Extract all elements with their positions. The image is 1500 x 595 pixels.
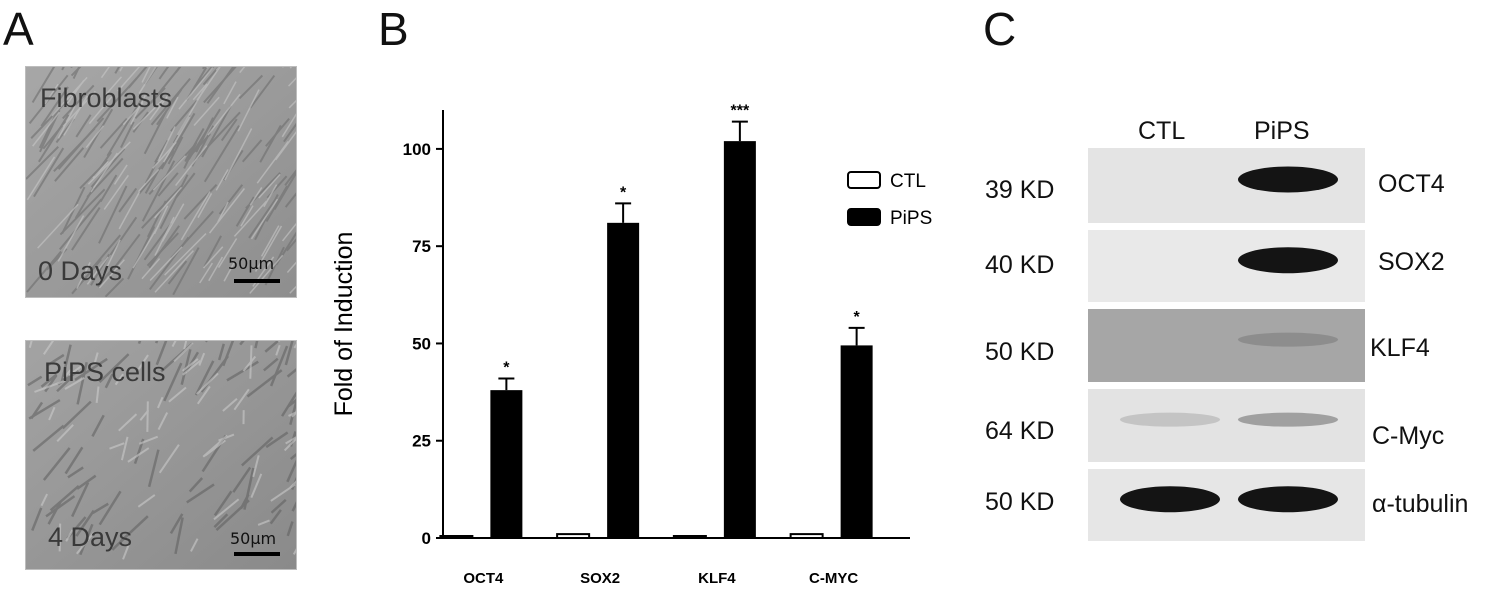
bar-ctl <box>674 536 706 538</box>
protein-band <box>1238 333 1338 347</box>
molecular-weight-label: 64 KD <box>985 417 1054 446</box>
blot-strip <box>1088 148 1365 223</box>
protein-band <box>1120 413 1220 427</box>
protein-label: KLF4 <box>1370 334 1430 363</box>
blot-strip <box>1088 230 1365 302</box>
protein-band <box>1238 486 1338 512</box>
blot-strip <box>1088 389 1365 462</box>
x-tick-label: OCT4 <box>463 570 504 587</box>
column-header-ctl: CTL <box>1138 117 1185 146</box>
scale-bar <box>234 552 280 556</box>
protein-band <box>1238 413 1338 427</box>
y-tick-label: 100 <box>403 140 431 159</box>
y-tick-label: 75 <box>412 237 431 256</box>
y-tick-label: 0 <box>422 529 431 548</box>
protein-label: SOX2 <box>1378 248 1445 277</box>
legend-label: PiPS <box>890 208 932 229</box>
molecular-weight-label: 39 KD <box>985 176 1054 205</box>
panel-letter-b: B <box>378 2 409 56</box>
bar-ctl <box>791 534 823 538</box>
micrograph-fibroblasts: Fibroblasts 0 Days 50μm <box>25 66 297 298</box>
molecular-weight-label: 50 KD <box>985 338 1054 367</box>
bar-pips <box>841 345 873 538</box>
legend-label: CTL <box>890 171 926 192</box>
legend-swatch <box>848 172 880 188</box>
x-tick-label: SOX2 <box>580 570 620 587</box>
blot-strip <box>1088 469 1365 541</box>
scale-bar <box>234 279 280 283</box>
significance-marker: *** <box>731 103 750 120</box>
day-label: 4 Days <box>48 522 132 553</box>
image-label: PiPS cells <box>44 357 166 388</box>
legend-swatch <box>848 209 880 225</box>
protein-band <box>1238 167 1338 193</box>
micrograph-pips-cells: PiPS cells 4 Days 50μm <box>25 340 297 570</box>
significance-marker: * <box>503 359 510 376</box>
panel-letter-c: C <box>983 2 1016 56</box>
protein-label: OCT4 <box>1378 170 1445 199</box>
bar-pips <box>607 223 639 538</box>
scale-bar-label: 50μm <box>228 254 274 273</box>
day-label: 0 Days <box>38 256 122 287</box>
molecular-weight-label: 40 KD <box>985 251 1054 280</box>
significance-marker: * <box>854 309 861 326</box>
bar-pips <box>724 141 756 538</box>
image-label: Fibroblasts <box>40 83 172 114</box>
column-header-pips: PiPS <box>1254 117 1310 146</box>
blot-strip <box>1088 309 1365 382</box>
protein-label: C-Myc <box>1372 422 1444 451</box>
y-tick-label: 50 <box>412 334 431 353</box>
protein-band <box>1120 486 1220 512</box>
y-tick-label: 25 <box>412 432 431 451</box>
x-tick-label: C-MYC <box>809 570 858 587</box>
panel-letter-a: A <box>3 2 34 56</box>
bar-pips <box>490 390 522 538</box>
x-tick-label: KLF4 <box>698 570 736 587</box>
bar-ctl <box>557 534 589 538</box>
scale-bar-label: 50μm <box>230 529 276 548</box>
protein-label: α-tubulin <box>1372 490 1468 519</box>
significance-marker: * <box>620 184 627 201</box>
protein-band <box>1238 247 1338 273</box>
bar-ctl <box>440 536 472 538</box>
y-axis-label: Fold of Induction <box>330 232 358 417</box>
molecular-weight-label: 50 KD <box>985 488 1054 517</box>
